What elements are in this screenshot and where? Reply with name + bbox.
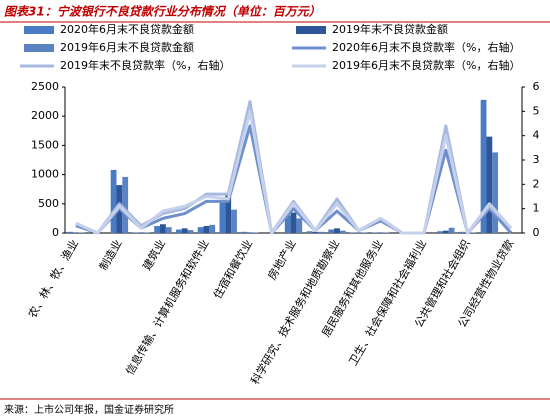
legend-swatch	[24, 26, 54, 34]
x-tick-label: 制造业	[96, 237, 125, 273]
y2-tick-label: 3	[533, 153, 540, 166]
bar	[312, 231, 319, 233]
bar	[371, 232, 378, 233]
x-tick-label: 科学研究、技术服务和地质勘察业	[248, 237, 343, 387]
bar	[377, 232, 384, 233]
bar	[72, 232, 79, 233]
bar	[318, 231, 324, 233]
bar	[306, 231, 313, 233]
bar	[241, 231, 248, 233]
legend-label: 2019年末不良贷款金额	[332, 22, 448, 36]
bar	[110, 169, 117, 233]
bar	[154, 225, 161, 233]
legend-swatch	[24, 44, 54, 52]
x-tick-label: 房地产业	[265, 237, 299, 282]
x-tick-label: 建筑业	[140, 237, 169, 273]
rate-line	[75, 109, 513, 235]
bar	[442, 230, 449, 233]
bar	[203, 225, 210, 233]
x-tick-label: 卫生、社会保障和社会福利业	[346, 237, 430, 368]
bar	[209, 224, 216, 233]
y-tick-label: 0	[52, 226, 59, 239]
bar	[160, 224, 166, 233]
legend-label: 2020年6月末不良贷款金额	[60, 22, 194, 36]
bar	[144, 232, 150, 233]
bar	[480, 99, 487, 234]
y-tick-label: 500	[38, 197, 59, 210]
bar	[339, 230, 346, 233]
rate-line	[75, 124, 513, 235]
bar	[225, 195, 232, 233]
bar	[486, 136, 493, 233]
legend-label: 2020年6月末不良贷款率（%，右轴）	[332, 40, 520, 54]
bar	[187, 230, 194, 233]
source: 来源：上市公司年报，国金证券研究所	[4, 403, 174, 416]
bar	[231, 209, 237, 233]
y2-tick-label: 4	[533, 129, 540, 142]
bar	[328, 229, 335, 233]
bar	[492, 152, 499, 233]
x-tick-label: 农、林、牧、渔业	[25, 237, 81, 320]
y-tick-label: 1500	[31, 138, 59, 151]
legend-swatch	[296, 26, 326, 34]
x-tick-label: 信息传输、计算机服务和软件业	[123, 237, 212, 377]
bar	[437, 231, 443, 233]
y2-tick-label: 2	[533, 177, 540, 190]
y-tick-label: 2500	[31, 80, 59, 93]
bar	[355, 232, 362, 233]
legend-label: 2019年6月末不良贷款率（%，右轴）	[332, 58, 520, 72]
y2-tick-label: 6	[533, 80, 540, 93]
y2-tick-label: 1	[533, 202, 540, 215]
bar	[350, 232, 356, 233]
x-tick-label: 住宿和餐饮业	[210, 237, 255, 301]
bar	[132, 232, 139, 233]
bar	[138, 232, 145, 233]
bar	[252, 232, 259, 233]
bar	[247, 232, 253, 233]
y-tick-label: 1000	[31, 168, 59, 181]
y2-tick-label: 0	[533, 226, 540, 239]
bar	[458, 231, 465, 233]
bar	[470, 232, 477, 233]
bar	[122, 176, 129, 233]
chart-title: 图表31：宁波银行不良贷款行业分布情况（单位：百万元）	[4, 5, 321, 19]
bar	[383, 232, 390, 233]
bar	[296, 218, 303, 233]
bar	[78, 232, 85, 233]
bar	[448, 227, 455, 233]
y2-tick-label: 5	[533, 104, 540, 117]
bar	[67, 231, 73, 233]
bar	[290, 212, 297, 233]
bar	[181, 228, 188, 233]
bar	[284, 215, 291, 233]
bar	[334, 228, 340, 233]
bar	[361, 232, 368, 233]
bar	[175, 229, 182, 233]
bar	[197, 227, 204, 233]
bar	[165, 227, 172, 233]
y-tick-label: 2000	[31, 109, 59, 122]
legend-label: 2019年末不良贷款率（%，右轴）	[60, 58, 230, 72]
legend-label: 2019年6月末不良贷款金额	[60, 40, 194, 54]
bar	[219, 200, 226, 233]
